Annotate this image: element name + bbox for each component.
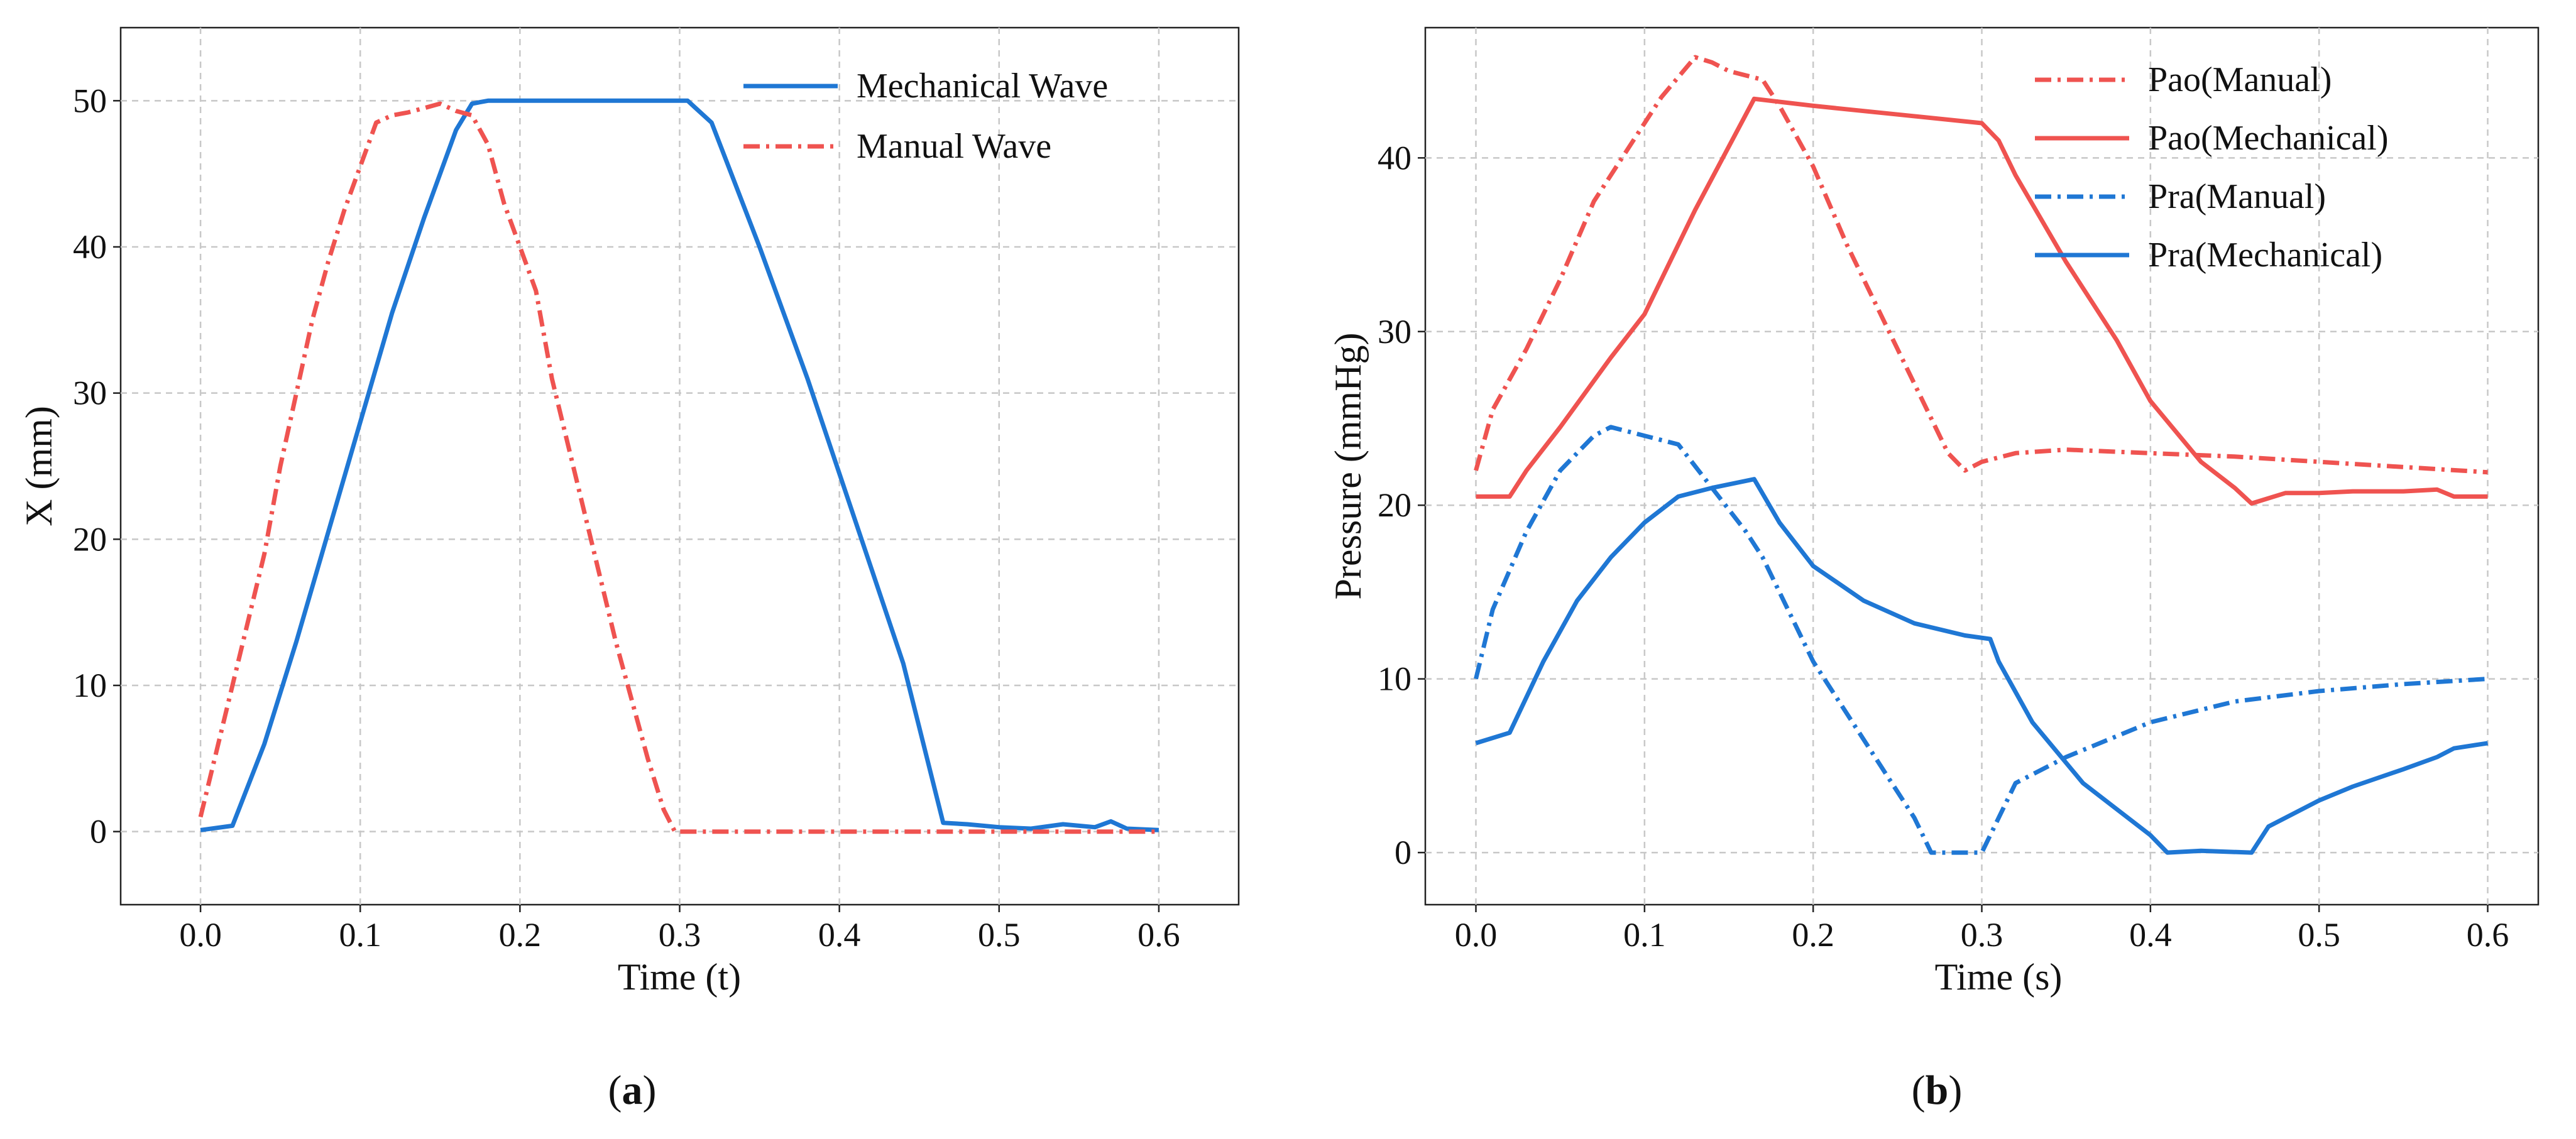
chart-b-series [1474,55,2489,855]
chart-a-ytick-label: 30 [73,374,107,412]
chart-b-ticks: 0.0 0.1 0.2 0.3 0.4 0.5 0.6 0 10 20 30 40 [1378,139,2509,954]
chart-b: 0.0 0.1 0.2 0.3 0.4 0.5 0.6 0 10 20 30 40 Pao(Manua… [1327,26,2540,1113]
chart-b-ytick-label: 20 [1378,486,1411,524]
chart-b-legend-label-2: Pra(Manual) [2148,177,2326,216]
chart-b-ytick-label: 0 [1395,834,1411,871]
chart-a-legend-label-1: Manual Wave [857,127,1051,166]
chart-b-ylabel: Pressure (mmHg) [1327,333,1369,600]
chart-b-ytick-label: 30 [1378,313,1411,351]
chart-a-ylabel: X (mm) [18,406,60,526]
chart-b-xlabel: Time (s) [1935,956,2063,998]
chart-a-xtick-label: 0.1 [339,916,381,954]
chart-a-ytick-label: 20 [73,520,107,558]
chart-a-ytick-label: 40 [73,228,107,266]
chart-a-xtick-label: 0.4 [818,916,861,954]
chart-a-caption-letter: a [622,1067,643,1113]
chart-a-ytick-label: 50 [73,82,107,119]
chart-b-grid [1425,28,2538,905]
chart-b-xtick-label: 0.2 [1792,916,1834,954]
chart-b-series-line-1 [1476,96,2488,506]
chart-a-grid [121,28,1239,905]
chart-b-xtick-label: 0.6 [2467,916,2509,954]
chart-b-legend-label-3: Pra(Mechanical) [2148,236,2382,275]
chart-a-legend: Mechanical Wave Manual Wave [743,67,1108,166]
chart-b-xtick-label: 0.5 [2298,916,2340,954]
chart-a-frame [119,26,1240,906]
chart-b-xtick-label: 0.3 [1961,916,2003,954]
chart-a-series [198,98,1159,834]
chart-a-ytick-label: 10 [73,667,107,704]
chart-b-ytick-label: 40 [1378,139,1411,177]
chart-a-xlabel: Time (t) [618,956,741,998]
chart-a-ytick-label: 0 [90,813,107,851]
chart-a-legend-label-0: Mechanical Wave [857,67,1108,106]
chart-b-xtick-label: 0.0 [1455,916,1498,954]
chart-b-series-line-0 [1474,55,2488,475]
chart-b-ytick-label: 10 [1378,660,1411,698]
chart-a-xtick-label: 0.6 [1137,916,1180,954]
chart-a-xtick-label: 0.2 [499,916,542,954]
chart-b-legend-label-1: Pao(Mechanical) [2148,119,2388,158]
chart-a-ticks: 0.0 0.1 0.2 0.3 0.4 0.5 0.6 0 10 20 30 40 50 [73,82,1180,954]
chart-a-caption: (a) [608,1067,657,1113]
chart-b-xtick-label: 0.1 [1623,916,1666,954]
chart-a-xtick-label: 0.0 [179,916,222,954]
chart-b-series-line-2 [1474,425,2488,855]
chart-b-series-line-3 [1475,477,2489,855]
chart-a-xtick-label: 0.5 [978,916,1021,954]
chart-b-legend-label-0: Pao(Manual) [2148,60,2332,99]
chart-b-xtick-label: 0.4 [2129,916,2172,954]
chart-b-caption: (b) [1912,1067,1963,1113]
chart-a-series-line-0 [200,98,1159,832]
chart-b-legend: Pao(Manual) Pao(Mechanical) Pra(Manual) Pra… [2035,60,2388,275]
chart-b-frame [1424,26,2540,906]
chart-b-caption-letter: b [1926,1067,1949,1113]
chart-a: 0.0 0.1 0.2 0.3 0.4 0.5 0.6 0 10 20 30 40 50 Mechani… [18,26,1240,1113]
chart-a-xtick-label: 0.3 [659,916,701,954]
